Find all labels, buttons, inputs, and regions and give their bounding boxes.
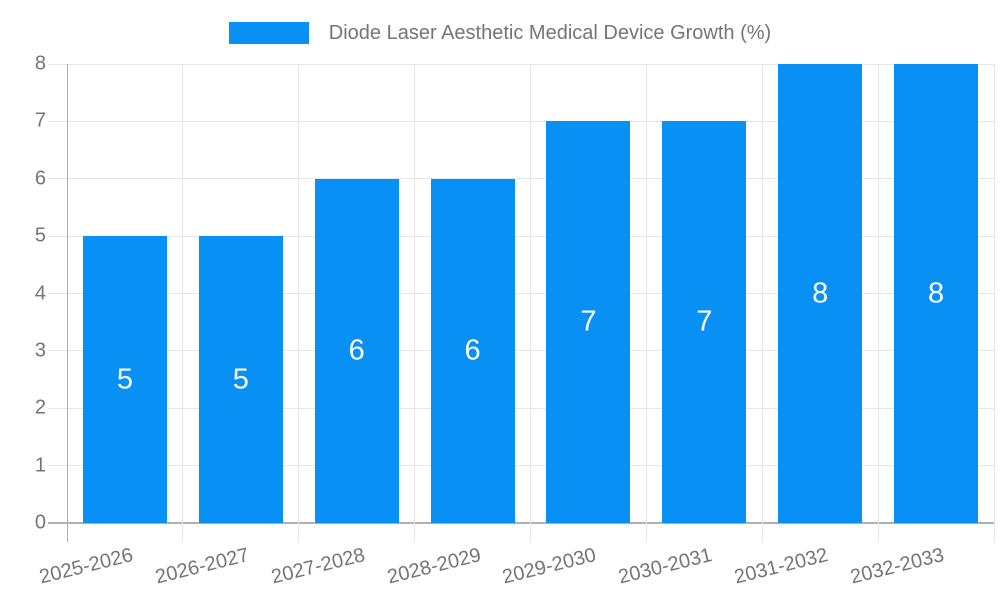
v-gridline bbox=[530, 64, 531, 542]
legend-swatch bbox=[228, 22, 309, 44]
v-gridline bbox=[414, 64, 416, 542]
bar-value-label: 7 bbox=[696, 305, 713, 338]
bar-value-label: 7 bbox=[580, 305, 597, 338]
bar-value-label: 5 bbox=[116, 363, 133, 396]
h-gridline bbox=[48, 407, 994, 409]
bar-value-label: 8 bbox=[927, 277, 945, 309]
bar: 8 bbox=[778, 64, 863, 523]
y-axis-label: 1 bbox=[34, 454, 46, 477]
y-axis-label: 3 bbox=[34, 339, 46, 362]
h-gridline bbox=[48, 465, 994, 467]
legend: Diode Laser Aesthetic Medical Device Gro… bbox=[0, 22, 1000, 44]
bar-value-label: 6 bbox=[464, 334, 481, 367]
v-gridline bbox=[298, 64, 300, 542]
h-gridline bbox=[48, 293, 994, 294]
y-axis-label: 2 bbox=[34, 396, 46, 419]
bar: 8 bbox=[894, 64, 979, 523]
bar-value-label: 8 bbox=[812, 277, 829, 309]
v-gridline bbox=[645, 64, 647, 542]
bar: 7 bbox=[546, 121, 631, 523]
x-axis-baseline bbox=[48, 522, 994, 524]
bar-value-label: 5 bbox=[232, 363, 249, 396]
y-axis-line bbox=[66, 64, 68, 542]
v-gridline bbox=[761, 64, 763, 542]
chart-title: Diode Laser Aesthetic Medical Device Gro… bbox=[328, 22, 772, 44]
y-axis-label: 0 bbox=[34, 511, 46, 534]
bar: 5 bbox=[198, 236, 283, 523]
h-gridline bbox=[48, 235, 994, 237]
v-gridline bbox=[993, 64, 995, 542]
h-gridline bbox=[48, 63, 994, 65]
y-axis-label: 4 bbox=[34, 282, 46, 304]
h-gridline bbox=[48, 178, 994, 180]
v-gridline bbox=[877, 64, 879, 542]
v-gridline bbox=[182, 64, 184, 542]
h-gridline bbox=[48, 350, 994, 352]
y-axis-label: 5 bbox=[34, 224, 46, 247]
h-gridline bbox=[48, 120, 994, 122]
y-axis-label: 6 bbox=[34, 167, 46, 190]
y-axis-label: 8 bbox=[34, 52, 46, 75]
bar: 5 bbox=[82, 236, 167, 523]
bar: 6 bbox=[430, 178, 515, 523]
y-axis-label: 7 bbox=[34, 109, 46, 132]
bar-value-label: 6 bbox=[348, 334, 365, 367]
bar: 6 bbox=[314, 178, 399, 523]
bar: 7 bbox=[662, 121, 747, 523]
plot-area: 5 5 6 6 7 7 8 8 bbox=[48, 63, 995, 542]
